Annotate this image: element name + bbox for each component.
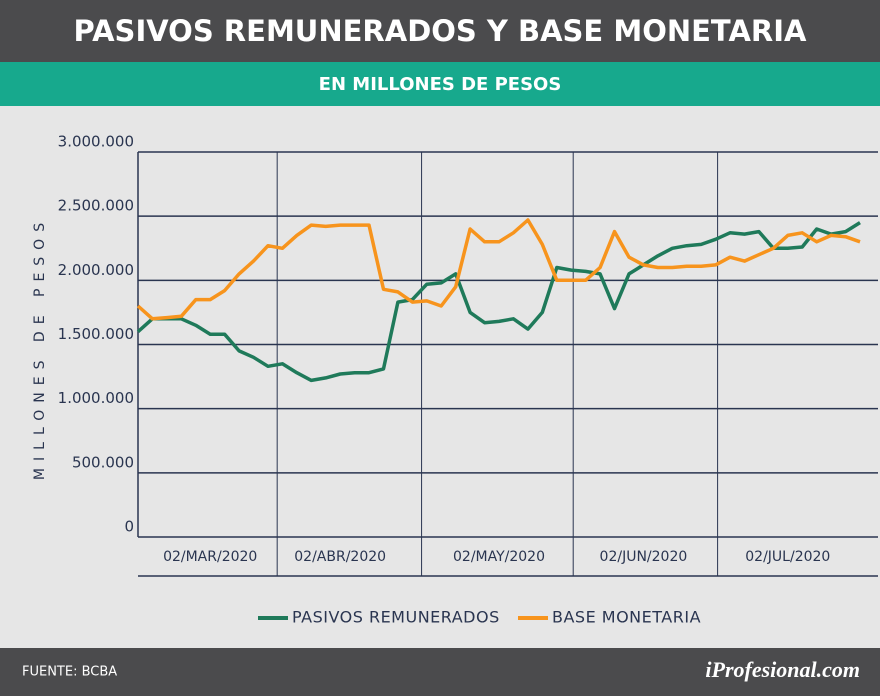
y-tick-label: 2.000.000 bbox=[58, 261, 134, 279]
y-tick-label: 1.500.000 bbox=[58, 325, 134, 343]
x-tick-label: 02/ABR/2020 bbox=[294, 549, 386, 565]
chart-subtitle: EN MILLONES DE PESOS bbox=[319, 74, 562, 95]
x-tick-label: 02/JUN/2020 bbox=[600, 549, 688, 565]
subtitle-band bbox=[0, 62, 880, 106]
y-tick-label: 2.500.000 bbox=[58, 197, 134, 215]
y-tick-label: 500.000 bbox=[72, 453, 134, 471]
series-line bbox=[136, 218, 861, 321]
y-axis-label: MILLONES DE PESOS bbox=[32, 216, 48, 480]
footer-band bbox=[0, 648, 880, 696]
brand: iProfesional.com bbox=[705, 657, 860, 682]
legend-label: PASIVOS REMUNERADOS bbox=[292, 608, 500, 627]
y-tick-label: 1.000.000 bbox=[58, 389, 134, 407]
x-tick-label: 02/MAY/2020 bbox=[453, 549, 545, 565]
x-tick-label: 02/JUL/2020 bbox=[745, 549, 830, 565]
y-tick-label: 3.000.000 bbox=[58, 133, 134, 151]
x-tick-label: 02/MAR/2020 bbox=[163, 549, 257, 565]
chart-title: PASIVOS REMUNERADOS Y BASE MONETARIA bbox=[74, 14, 808, 48]
legend-label: BASE MONETARIA bbox=[552, 608, 701, 627]
header-band bbox=[0, 0, 880, 62]
series-line bbox=[136, 221, 861, 383]
y-tick-label: 0 bbox=[124, 518, 134, 536]
source: FUENTE: BCBA bbox=[22, 665, 117, 680]
plot-area: 0 500.000 1.000.000 1.500.000 2.000.000 2.500… bbox=[58, 133, 878, 627]
